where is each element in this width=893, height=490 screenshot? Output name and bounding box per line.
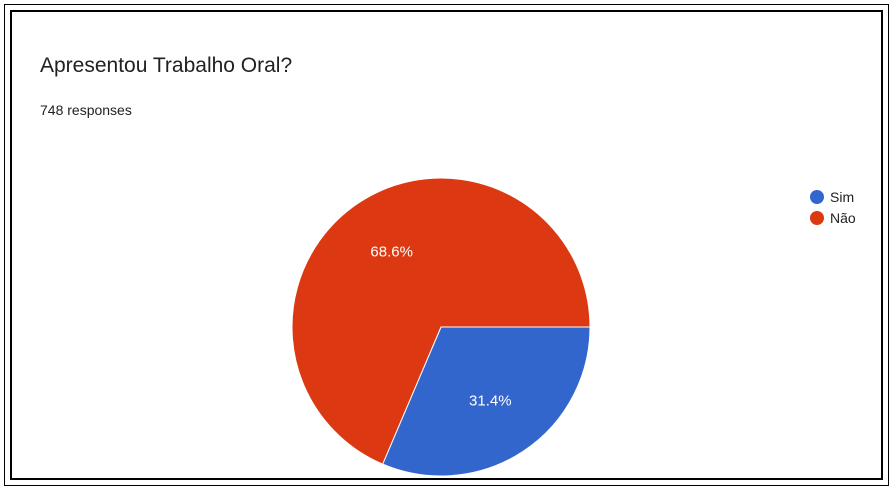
legend-swatch-nao: [810, 211, 824, 225]
legend-item-sim[interactable]: Sim: [810, 186, 856, 207]
slice-label-nao: 68.6%: [370, 243, 413, 260]
legend: Sim Não: [810, 186, 856, 228]
legend-swatch-sim: [810, 190, 824, 204]
legend-label-sim: Sim: [830, 189, 854, 205]
legend-label-nao: Não: [830, 210, 856, 226]
slice-label-sim: 31.4%: [469, 393, 512, 410]
chart-card: Apresentou Trabalho Oral? 748 responses …: [10, 10, 883, 480]
pie-chart: 31.4% 68.6%: [12, 12, 883, 480]
legend-item-nao[interactable]: Não: [810, 207, 856, 228]
